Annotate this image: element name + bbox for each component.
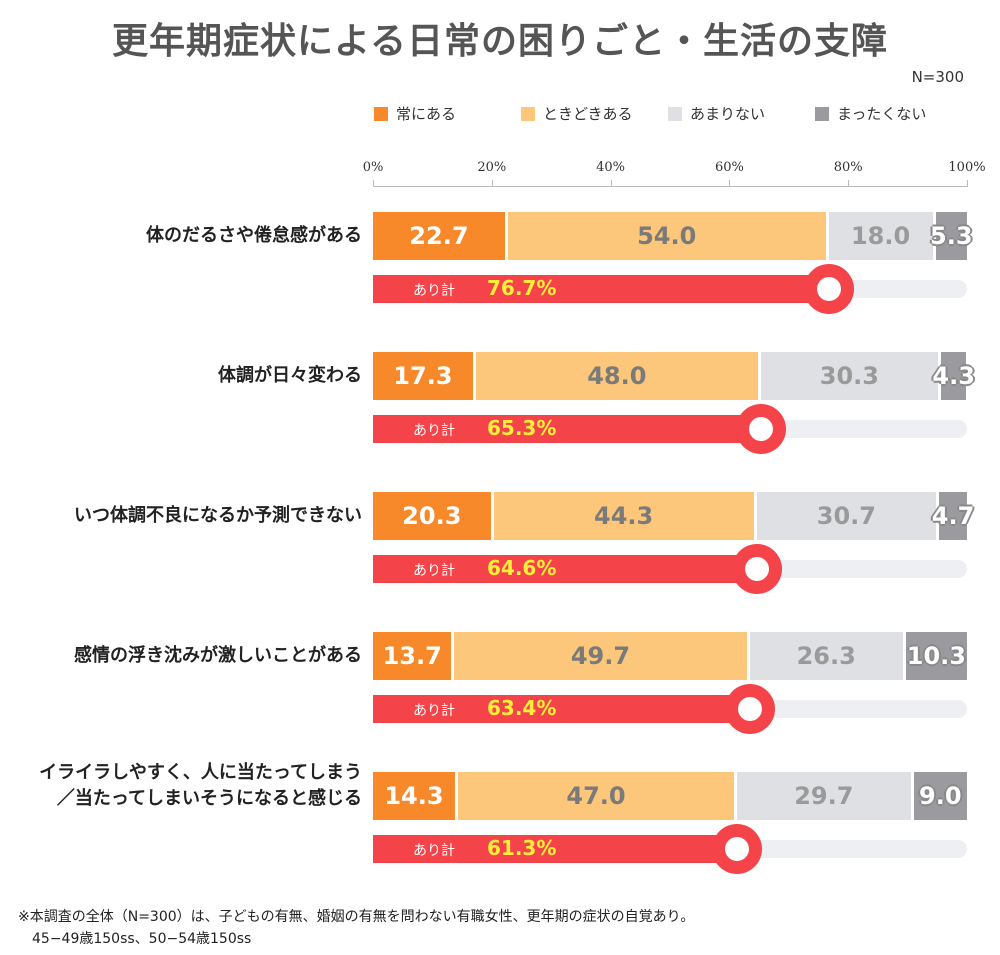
bar-segment: 10.3 [905,632,967,680]
category-label: 体調が日々変わる [218,365,362,386]
bar-segment: 54.0 [507,212,829,260]
total-value: 61.3% [487,836,557,860]
bar-segment: 26.3 [749,632,906,680]
total-bar [373,695,750,723]
legend-label: あまりない [690,105,766,123]
bar-segment: 9.0 [913,772,967,820]
total-marker [735,404,786,454]
x-tick-mark [610,180,612,187]
footnote: ※本調査の全体（N=300）は、子どもの有無、婚姻の有無を問わない有職女性、更年… [18,906,694,950]
x-axis [373,186,967,187]
legend-label: ときどきある [543,105,633,123]
total-bar [373,555,757,583]
category-label: 感情の浮き沈みが激しいことがある [74,645,362,666]
legend: 常にある ときどきある あまりない まったくない [374,103,962,124]
bar-segment: 20.3 [373,492,494,540]
bar-segment: 4.3 [932,352,975,400]
total-bar [373,275,829,303]
total-bar [373,415,761,443]
legend-label: 常にある [396,105,457,123]
total-marker [731,544,782,594]
total-marker [724,684,775,734]
bar-segment: 17.3 [373,352,476,400]
category-label: いつ体調不良になるか予測できない [74,505,362,526]
x-tick-label: 100% [948,160,986,175]
bar-segment: 49.7 [454,632,750,680]
legend-item: ときどきある [521,103,668,124]
total-marker [803,264,854,314]
bar-segment: 47.0 [457,772,738,820]
legend-item: あまりない [668,103,815,124]
bar-segment: 4.7 [932,492,974,540]
bar-segment: 5.3 [930,212,973,260]
legend-item: 常にある [374,103,521,124]
total-bar [373,835,738,863]
legend-item: まったくない [815,103,962,124]
legend-swatch [668,106,682,121]
bar-segment: 48.0 [475,352,761,400]
bar-segment: 30.3 [760,352,941,400]
bar-segment: 29.7 [737,772,914,820]
bar-segment: 13.7 [373,632,455,680]
total-marker [712,824,763,874]
x-tick-label: 0% [362,160,384,175]
total-value: 63.4% [487,696,557,720]
bar-segment: 30.7 [756,492,940,540]
sample-size: N=300 [911,68,964,86]
total-value: 76.7% [487,276,557,300]
x-tick-label: 40% [596,160,626,175]
total-value: 65.3% [487,416,557,440]
total-label: あり計 [413,563,455,579]
x-tick-label: 20% [477,160,507,175]
bar-segment: 44.3 [493,492,757,540]
bar-segment: 14.3 [373,772,458,820]
total-label: あり計 [413,283,455,299]
footnote-line: 45−49歳150ss、50−54歳150ss [18,931,252,947]
x-tick-label: 80% [833,160,863,175]
bar-segment: 18.0 [828,212,936,260]
total-value: 64.6% [487,556,557,580]
x-tick-mark [373,180,374,187]
x-tick-mark [848,180,850,187]
total-label: あり計 [413,703,455,719]
x-tick-mark [729,180,731,187]
legend-swatch [374,106,388,121]
category-label: イライラしやすく、人に当たってしまう ／当たってしまいそうになると感じる [39,762,362,809]
total-label: あり計 [413,423,455,439]
x-tick-mark [967,180,968,187]
total-label: あり計 [413,843,455,859]
legend-swatch [815,106,829,121]
legend-label: まったくない [837,105,927,123]
bar-segment: 22.7 [373,212,508,260]
category-label: 体のだるさや倦怠感がある [146,225,362,246]
footnote-line: ※本調査の全体（N=300）は、子どもの有無、婚姻の有無を問わない有職女性、更年… [18,909,695,925]
chart-title: 更年期症状による日常の困りごと・生活の支障 [112,21,888,62]
x-tick-mark [491,180,493,187]
x-tick-label: 60% [714,160,744,175]
legend-swatch [521,106,535,121]
